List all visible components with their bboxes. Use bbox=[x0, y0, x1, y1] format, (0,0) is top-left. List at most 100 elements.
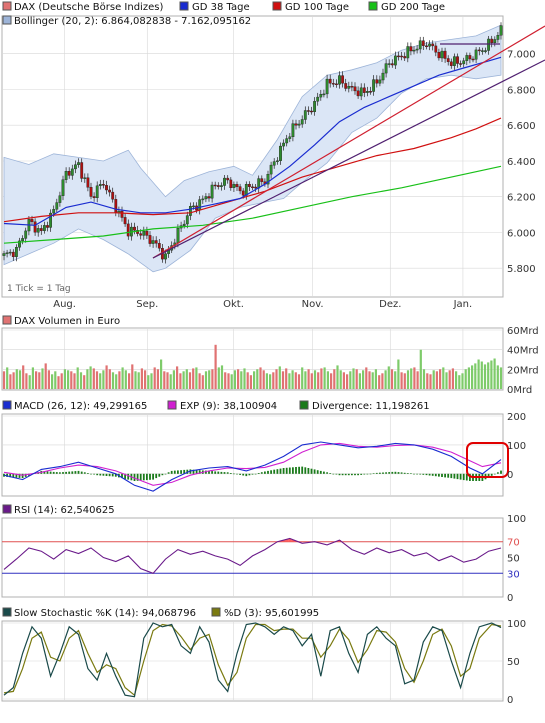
candle-body bbox=[2, 253, 6, 256]
macd-y-ticks: 200 100 0 bbox=[507, 412, 526, 481]
volume-bar bbox=[464, 369, 467, 389]
rsi-y-tick-label: 0 bbox=[507, 593, 513, 604]
volume-bar bbox=[240, 371, 243, 389]
candle-body bbox=[443, 50, 447, 59]
volume-bar bbox=[147, 375, 150, 389]
divergence-bar bbox=[347, 473, 350, 476]
candle-body bbox=[120, 210, 124, 218]
volume-bar bbox=[480, 361, 483, 389]
divergence-bar bbox=[93, 473, 95, 475]
volume-bar bbox=[31, 367, 34, 389]
volume-bar bbox=[458, 375, 461, 389]
rsi-y-tick-label: 30 bbox=[507, 569, 520, 580]
candle-body bbox=[61, 179, 65, 196]
candle-body bbox=[353, 86, 357, 92]
price-y-tick-label: 6.000 bbox=[507, 229, 536, 240]
candle-body bbox=[378, 79, 382, 84]
volume-y-tick-label: 20Mrd bbox=[507, 365, 539, 376]
volume-bar bbox=[374, 369, 377, 389]
candle-body bbox=[400, 55, 403, 58]
volume-bar bbox=[387, 366, 390, 389]
volume-bar bbox=[330, 373, 333, 389]
candle-body bbox=[484, 50, 487, 52]
candle-body bbox=[499, 25, 503, 36]
volume-bar bbox=[445, 372, 448, 389]
volume-bar bbox=[313, 370, 317, 389]
macd-grid bbox=[2, 414, 503, 496]
volume-bar bbox=[477, 359, 480, 389]
stochastic-panel: 100 50 0 Slow Stochastic %K (14): 94,06879… bbox=[1, 607, 526, 706]
volume-bar bbox=[320, 368, 323, 389]
rsi-panel: 100 70 50 30 0 RSI (14): 62,540625 bbox=[1, 504, 526, 604]
volume-bar bbox=[294, 372, 297, 389]
volume-bar bbox=[208, 370, 211, 389]
volume-bar bbox=[144, 370, 147, 389]
candle-body bbox=[52, 209, 56, 214]
tick-note: 1 Tick = 1 Tag bbox=[7, 284, 71, 294]
candle-body bbox=[362, 87, 366, 93]
volume-bar bbox=[54, 371, 57, 389]
candle-body bbox=[428, 43, 431, 47]
candle-body bbox=[322, 93, 326, 96]
volume-bar bbox=[195, 367, 198, 389]
divergence-bar bbox=[410, 473, 412, 474]
divergence-bar bbox=[62, 472, 64, 474]
divergence-bar bbox=[375, 472, 378, 474]
volume-bar bbox=[153, 367, 156, 389]
volume-bar bbox=[397, 359, 400, 389]
divergence-bar bbox=[65, 471, 67, 474]
divergence-bar bbox=[245, 473, 248, 477]
volume-panel: 60Mrd 40Mrd 20Mrd 0Mrd DAX Volumen in Euro bbox=[1, 315, 539, 396]
volume-bar bbox=[291, 370, 294, 389]
divergence-bar bbox=[497, 472, 499, 474]
candle-body bbox=[105, 185, 108, 191]
candle-body bbox=[8, 251, 12, 254]
divergence-bar bbox=[379, 472, 381, 474]
volume-bar bbox=[176, 366, 179, 389]
candle-body bbox=[77, 162, 80, 165]
rsi-y-tick-label: 70 bbox=[507, 538, 520, 549]
candle-body bbox=[148, 235, 152, 244]
volume-bar bbox=[317, 372, 320, 389]
candle-body bbox=[294, 123, 298, 126]
macd-panel: 200 100 0 MACD (26, 12): 49,299165 EXP (9)… bbox=[1, 400, 526, 497]
volume-bar bbox=[281, 371, 285, 389]
volume-bar bbox=[121, 367, 124, 389]
divergence-bar bbox=[251, 473, 254, 475]
divergence-bar bbox=[438, 473, 440, 477]
volume-bar bbox=[400, 372, 403, 389]
candle-body bbox=[356, 90, 360, 97]
volume-bar bbox=[51, 374, 54, 390]
volume-bar bbox=[57, 376, 60, 389]
divergence-bar bbox=[111, 473, 114, 477]
trendline-purple bbox=[152, 59, 545, 259]
candle-body bbox=[108, 189, 112, 193]
rsi-grid bbox=[2, 518, 503, 597]
divergence-bar bbox=[208, 470, 210, 474]
divergence-bar bbox=[80, 471, 83, 474]
volume-bar bbox=[115, 374, 118, 390]
volume-bar bbox=[262, 370, 265, 389]
divergence-bar bbox=[260, 472, 263, 474]
divergence-bar bbox=[382, 472, 384, 474]
divergence-bar bbox=[149, 473, 151, 480]
volume-bar bbox=[204, 371, 208, 389]
divergence-bar bbox=[270, 470, 272, 474]
volume-bar bbox=[118, 371, 121, 389]
divergence-bar bbox=[108, 473, 111, 477]
divergence-bar bbox=[397, 472, 400, 474]
divergence-bar bbox=[217, 471, 220, 474]
candle-body bbox=[114, 199, 118, 214]
candle-body bbox=[176, 227, 180, 244]
divergence-bar bbox=[388, 472, 391, 474]
volume-bar bbox=[256, 369, 259, 389]
x-tick-label: Nov. bbox=[302, 299, 324, 310]
volume-bar bbox=[224, 372, 227, 389]
divergence-bar bbox=[155, 473, 158, 479]
divergence-bar bbox=[310, 468, 313, 474]
candle-body bbox=[269, 164, 273, 175]
candle-body bbox=[372, 79, 375, 92]
legend-volume-swatch bbox=[2, 315, 12, 325]
volume-bar bbox=[70, 371, 73, 389]
divergence-bar bbox=[369, 473, 372, 475]
